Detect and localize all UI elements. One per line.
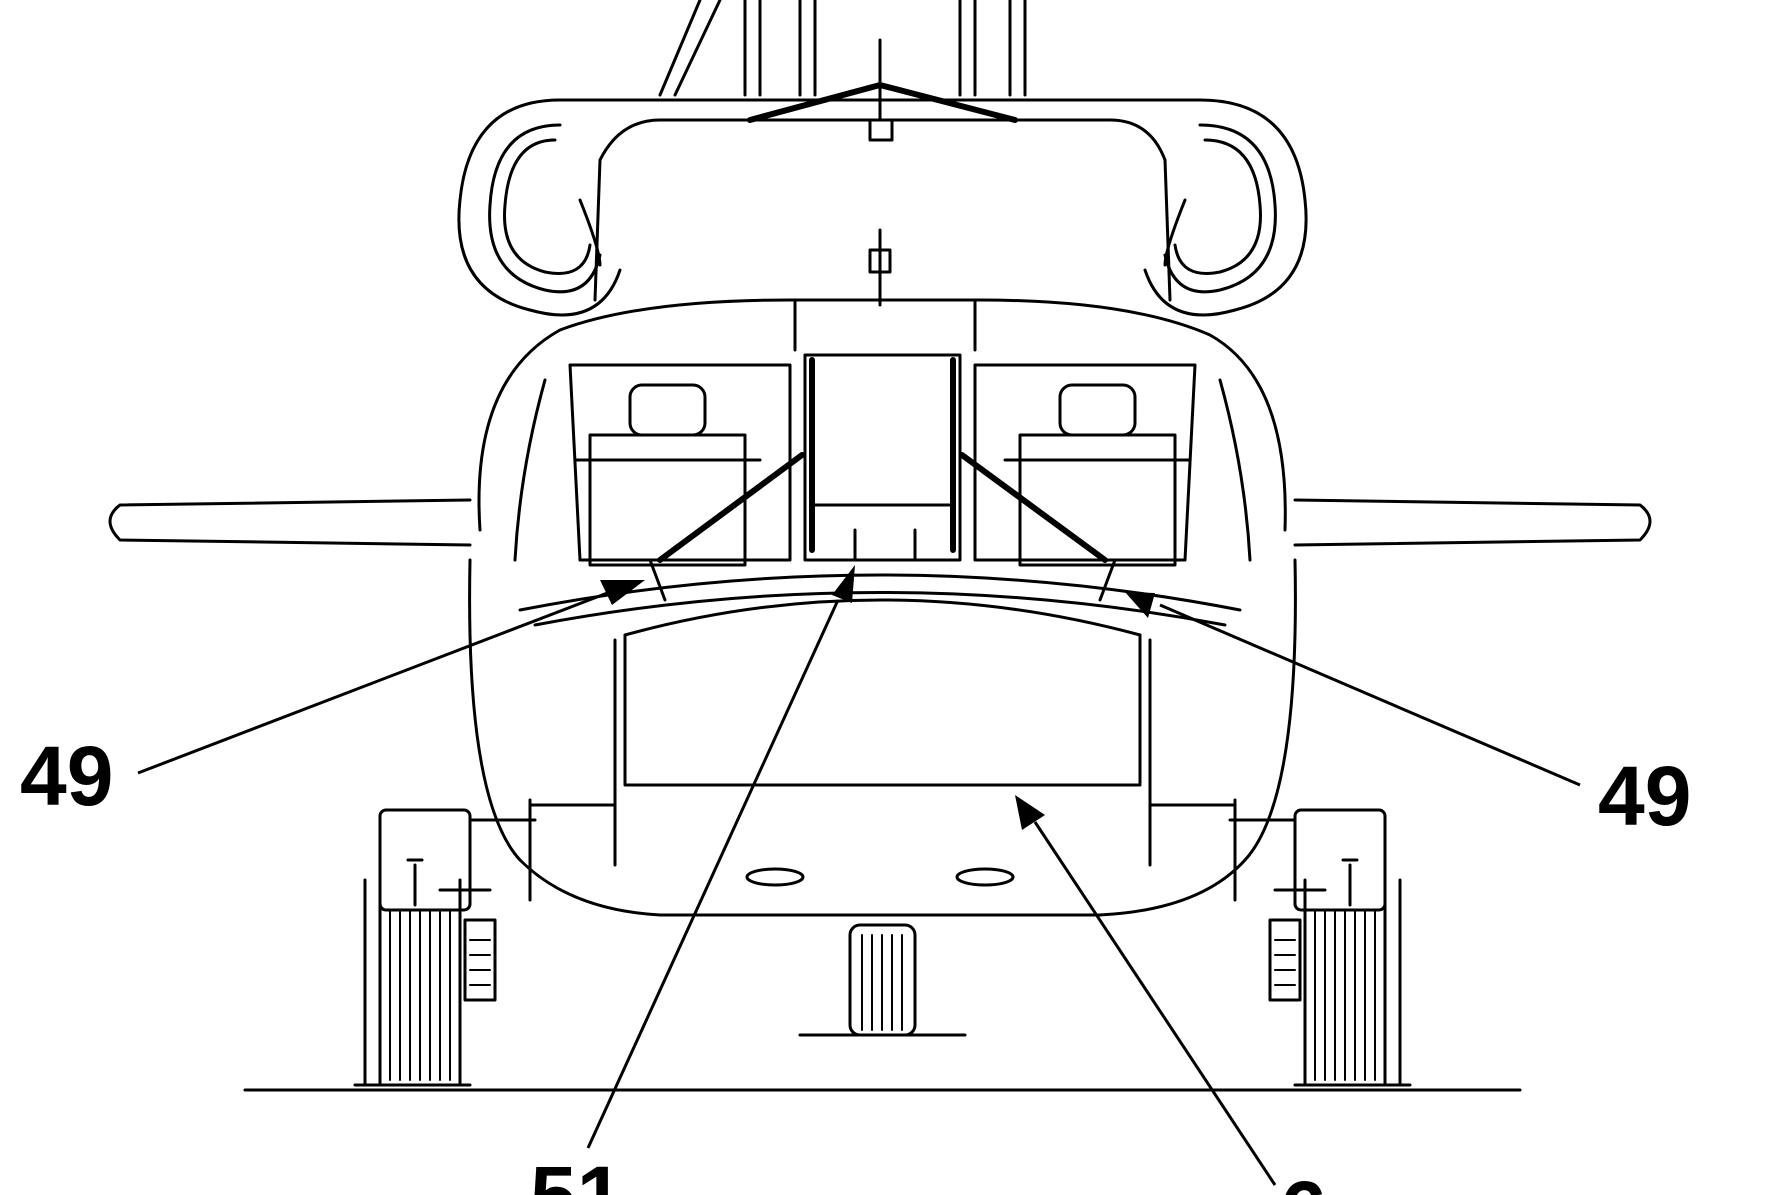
callout-right-49: 49 — [1598, 749, 1691, 843]
engine-nacelle-right — [1143, 98, 1308, 317]
leader-51 — [586, 565, 855, 1149]
callout-bottom-right-partial: 6 — [1280, 1164, 1327, 1195]
rotor-mast — [658, 0, 1027, 142]
leader-left-49 — [137, 580, 645, 775]
horizontal-stabilizers — [108, 498, 1652, 547]
callout-left-49: 49 — [20, 729, 113, 823]
main-wheel-right — [1268, 858, 1412, 1087]
leader-right-49 — [1125, 592, 1581, 787]
leader-bottom-right — [1015, 795, 1277, 1186]
tail-wheel — [798, 923, 967, 1037]
upper-fairing — [558, 98, 1202, 307]
lower-fuselage — [518, 573, 1242, 902]
landing-gear-frame — [378, 808, 1387, 912]
main-wheel-left — [353, 858, 497, 1087]
fuselage-nose — [468, 298, 1297, 917]
engine-nacelle-left — [457, 98, 622, 317]
tiedown-fittings — [648, 452, 1117, 602]
cockpit-seats — [573, 383, 1192, 567]
callout-51: 51 — [530, 1149, 623, 1195]
